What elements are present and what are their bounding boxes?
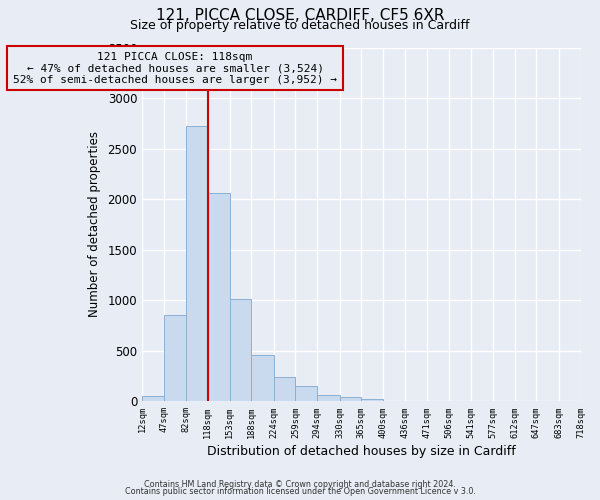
Bar (274, 377, 295, 401)
Text: Contains HM Land Registry data © Crown copyright and database right 2024.: Contains HM Land Registry data © Crown c… (144, 480, 456, 489)
Bar (317, 395, 340, 401)
Text: 121 PICCA CLOSE: 118sqm
← 47% of detached houses are smaller (3,524)
52% of semi: 121 PICCA CLOSE: 118sqm ← 47% of detache… (13, 52, 337, 84)
Bar (340, 396, 361, 401)
Bar (230, 299, 251, 401)
Bar (142, 396, 164, 401)
Text: Contains public sector information licensed under the Open Government Licence v : Contains public sector information licen… (125, 487, 475, 496)
Bar (164, 316, 185, 401)
Bar (361, 399, 383, 401)
Bar (208, 193, 230, 401)
X-axis label: Distribution of detached houses by size in Cardiff: Distribution of detached houses by size … (207, 444, 515, 458)
Text: 121, PICCA CLOSE, CARDIFF, CF5 6XR: 121, PICCA CLOSE, CARDIFF, CF5 6XR (156, 8, 444, 22)
Text: Size of property relative to detached houses in Cardiff: Size of property relative to detached ho… (130, 18, 470, 32)
Bar (251, 355, 274, 401)
Bar (295, 386, 317, 401)
Bar (185, 126, 208, 401)
Y-axis label: Number of detached properties: Number of detached properties (88, 132, 101, 318)
